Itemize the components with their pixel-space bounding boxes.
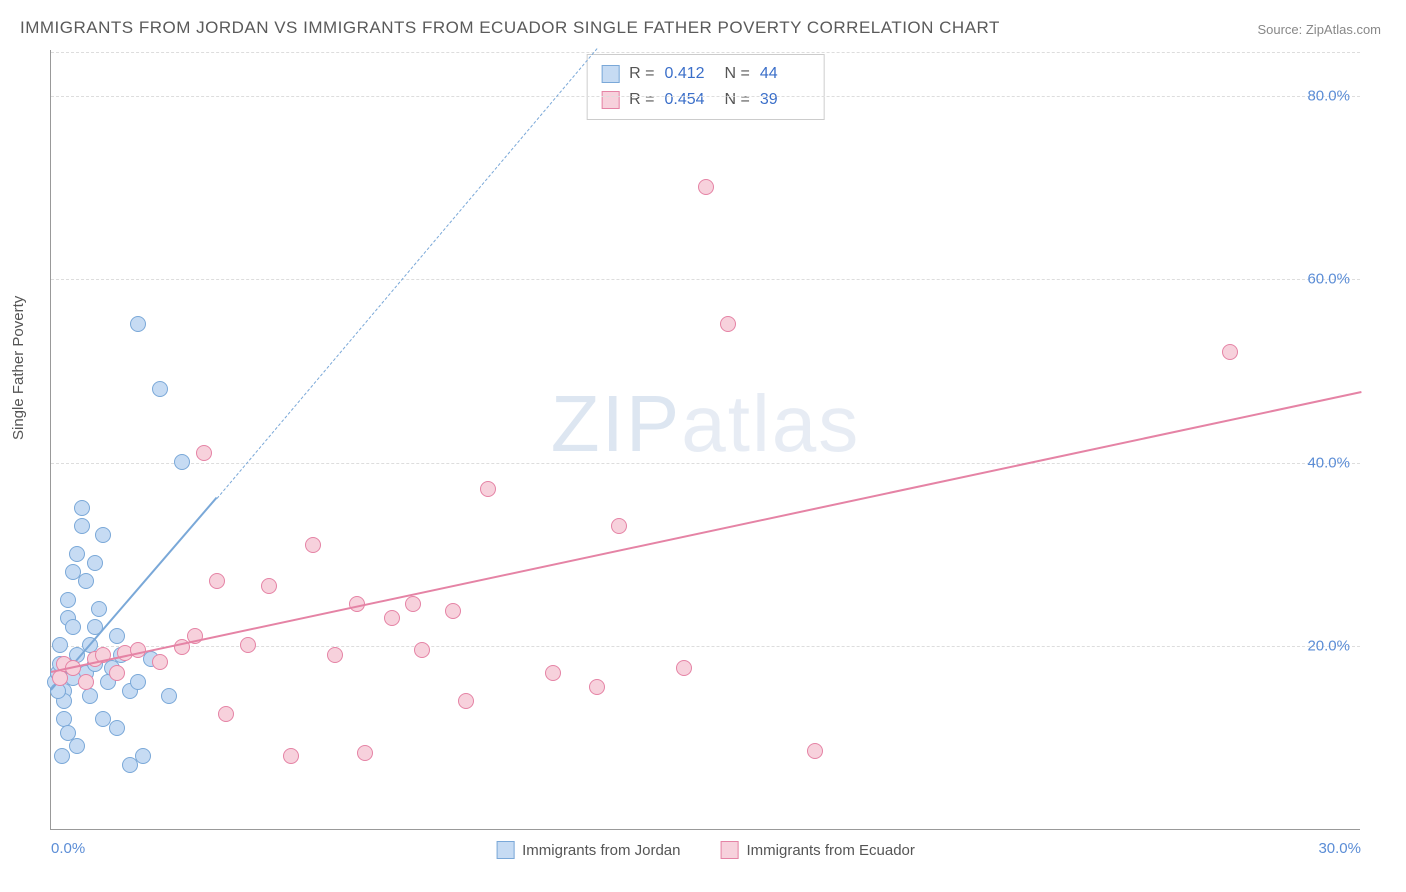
data-point <box>130 674 146 690</box>
n-value: 39 <box>760 91 810 109</box>
data-point <box>218 706 234 722</box>
data-point <box>109 628 125 644</box>
y-tick-label: 20.0% <box>1307 638 1350 655</box>
data-point <box>357 745 373 761</box>
legend-swatch <box>496 841 514 859</box>
gridline <box>51 52 1360 53</box>
r-value: 0.454 <box>665 91 715 109</box>
y-tick-label: 80.0% <box>1307 87 1350 104</box>
data-point <box>196 445 212 461</box>
watermark-atlas: atlas <box>681 379 860 468</box>
data-point <box>91 601 107 617</box>
trend-line <box>51 391 1361 673</box>
chart-title: IMMIGRANTS FROM JORDAN VS IMMIGRANTS FRO… <box>20 18 1000 38</box>
data-point <box>589 679 605 695</box>
data-point <box>405 596 421 612</box>
data-point <box>78 674 94 690</box>
data-point <box>261 578 277 594</box>
data-point <box>414 642 430 658</box>
data-point <box>109 665 125 681</box>
n-value: 44 <box>760 65 810 83</box>
n-label: N = <box>725 91 750 109</box>
r-label: R = <box>629 65 654 83</box>
watermark: ZIPatlas <box>551 378 860 470</box>
data-point <box>458 693 474 709</box>
data-point <box>327 647 343 663</box>
data-point <box>60 592 76 608</box>
stats-row: R = 0.454 N = 39 <box>601 87 810 113</box>
y-tick-label: 40.0% <box>1307 454 1350 471</box>
data-point <box>78 573 94 589</box>
r-value: 0.412 <box>665 65 715 83</box>
y-axis-label: Single Father Poverty <box>10 296 27 440</box>
data-point <box>54 748 70 764</box>
data-point <box>74 500 90 516</box>
data-point <box>209 573 225 589</box>
data-point <box>240 637 256 653</box>
data-point <box>384 610 400 626</box>
trend-line-extension <box>217 48 598 498</box>
data-point <box>74 518 90 534</box>
data-point <box>445 603 461 619</box>
gridline <box>51 279 1360 280</box>
data-point <box>807 743 823 759</box>
series-swatch <box>601 65 619 83</box>
data-point <box>305 537 321 553</box>
data-point <box>545 665 561 681</box>
data-point <box>87 555 103 571</box>
legend-item: Immigrants from Ecuador <box>721 841 915 859</box>
data-point <box>82 688 98 704</box>
gridline <box>51 96 1360 97</box>
x-tick-label: 30.0% <box>1318 840 1361 857</box>
legend: Immigrants from Jordan Immigrants from Ec… <box>496 841 915 859</box>
data-point <box>161 688 177 704</box>
correlation-stats-box: R = 0.412 N = 44 R = 0.454 N = 39 <box>586 54 825 120</box>
chart-plot-area: ZIPatlas R =0.412N =44R =0.454N =39 Immi… <box>50 50 1360 830</box>
stats-row: R = 0.412 N = 44 <box>601 61 810 87</box>
data-point <box>283 748 299 764</box>
n-label: N = <box>725 65 750 83</box>
x-tick-label: 0.0% <box>51 840 85 857</box>
data-point <box>698 179 714 195</box>
data-point <box>69 738 85 754</box>
data-point <box>52 637 68 653</box>
data-point <box>65 619 81 635</box>
data-point <box>135 748 151 764</box>
data-point <box>720 316 736 332</box>
series-swatch <box>601 91 619 109</box>
data-point <box>611 518 627 534</box>
legend-label: Immigrants from Jordan <box>522 842 680 859</box>
data-point <box>480 481 496 497</box>
data-point <box>152 654 168 670</box>
data-point <box>130 316 146 332</box>
data-point <box>152 381 168 397</box>
data-point <box>109 720 125 736</box>
source-attribution: Source: ZipAtlas.com <box>1257 22 1381 37</box>
legend-swatch <box>721 841 739 859</box>
data-point <box>1222 344 1238 360</box>
legend-item: Immigrants from Jordan <box>496 841 680 859</box>
data-point <box>95 527 111 543</box>
watermark-zip: ZIP <box>551 379 681 468</box>
legend-label: Immigrants from Ecuador <box>747 842 915 859</box>
data-point <box>69 546 85 562</box>
data-point <box>676 660 692 676</box>
y-tick-label: 60.0% <box>1307 271 1350 288</box>
r-label: R = <box>629 91 654 109</box>
data-point <box>174 454 190 470</box>
